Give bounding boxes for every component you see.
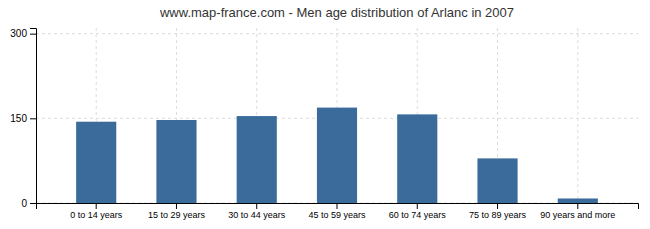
x-tick-mark [337, 203, 338, 209]
chart: 0 150 300 0 to 14 years 15 to 29 years 30 to … [0, 0, 650, 229]
y-tick-label: 150 [10, 113, 27, 124]
y-axis: 0 150 300 [10, 28, 36, 208]
bar [477, 158, 517, 203]
x-tick-label: 15 to 29 years [148, 210, 206, 220]
x-tick-mark [256, 203, 257, 209]
x-tick: 45 to 59 years [308, 203, 366, 220]
x-tick-mark [497, 203, 498, 209]
y-tick-mark [30, 34, 36, 35]
grid [36, 28, 638, 203]
bars [76, 108, 598, 203]
x-tick-label: 75 to 89 years [469, 210, 527, 220]
y-tick: 300 [10, 28, 36, 39]
x-tick: 60 to 74 years [389, 203, 447, 220]
x-tick-mark [176, 203, 177, 209]
x-tick-label: 0 to 14 years [70, 210, 123, 220]
title: www.map-france.com - Men age distributio… [159, 5, 514, 20]
bar [397, 114, 437, 203]
y-tick-mark [30, 118, 36, 119]
x-tick: 90 years and more [540, 203, 615, 220]
y-tick-label: 300 [10, 28, 27, 39]
plot: 0 150 300 0 to 14 years 15 to 29 years 30 to … [10, 28, 638, 220]
bar [237, 116, 277, 203]
x-tick-mark [577, 203, 578, 209]
y-tick: 150 [10, 113, 36, 124]
bar [156, 120, 196, 203]
x-axis-line [37, 204, 639, 210]
bar [558, 198, 598, 203]
bar [76, 122, 116, 203]
y-axis-line [30, 29, 37, 204]
x-axis: 0 to 14 years 15 to 29 years 30 to 44 year… [37, 203, 639, 220]
grid-line [36, 33, 638, 34]
y-tick-label: 0 [21, 198, 27, 209]
x-tick-mark [417, 203, 418, 209]
x-tick-mark [96, 203, 97, 209]
y-tick-mark [30, 203, 36, 204]
bar [317, 108, 357, 203]
grid-line [577, 28, 578, 203]
x-tick-label: 30 to 44 years [228, 210, 286, 220]
x-tick: 15 to 29 years [148, 203, 206, 220]
x-tick: 75 to 89 years [469, 203, 527, 220]
y-tick: 0 [21, 198, 36, 209]
x-tick-label: 45 to 59 years [308, 210, 366, 220]
x-tick: 0 to 14 years [70, 203, 123, 220]
x-tick-label: 90 years and more [540, 210, 615, 220]
x-tick-label: 60 to 74 years [389, 210, 447, 220]
x-tick: 30 to 44 years [228, 203, 286, 220]
